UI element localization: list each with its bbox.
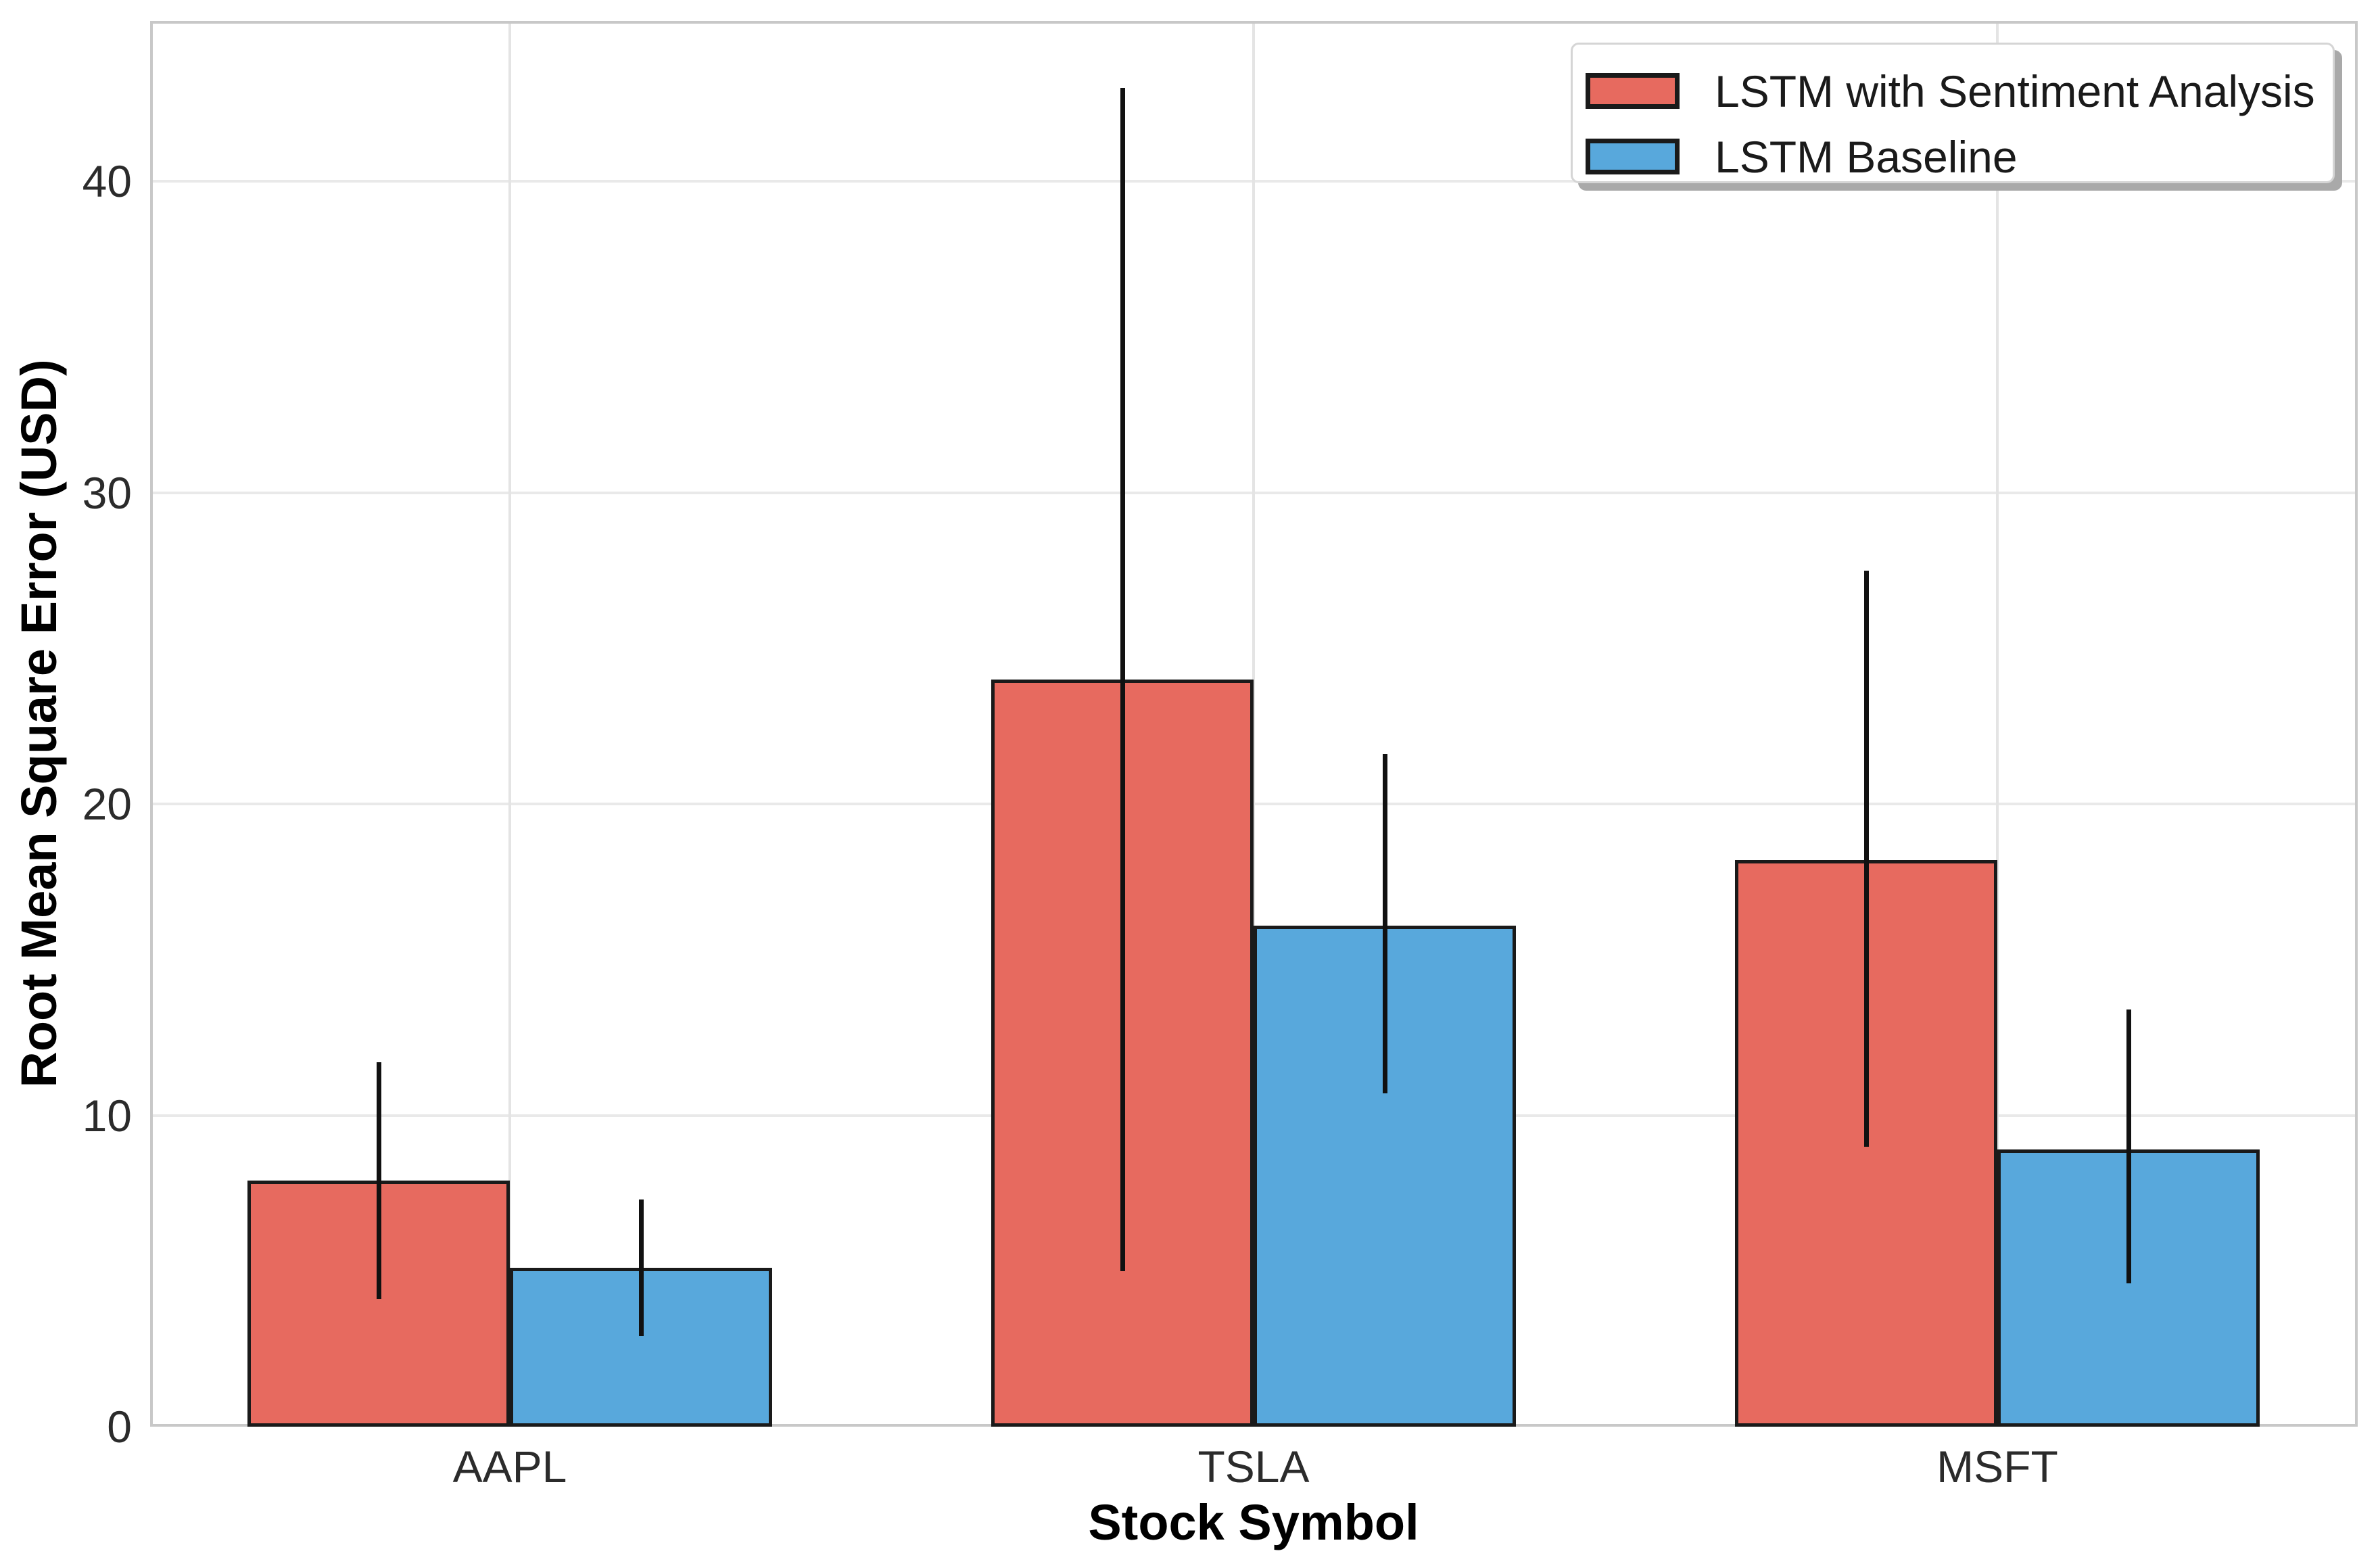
error-bar-msft-baseline bbox=[2126, 1009, 2131, 1284]
x-gridline bbox=[1252, 21, 1255, 1427]
error-bar-aapl-baseline bbox=[638, 1199, 644, 1337]
error-bar-tsla-baseline bbox=[1382, 754, 1387, 1094]
x-tick-label-aapl: AAPL bbox=[452, 1442, 567, 1492]
y-tick-label: 10 bbox=[82, 1090, 132, 1141]
legend-label: LSTM with Sentiment Analysis bbox=[1715, 66, 2315, 116]
error-bar-aapl-sentiment bbox=[376, 1062, 381, 1300]
x-gridline bbox=[1996, 21, 1999, 1427]
y-tick-label: 30 bbox=[82, 467, 132, 518]
x-tick-label-msft: MSFT bbox=[1936, 1442, 2058, 1492]
legend: LSTM with Sentiment Analysis LSTM Baselin… bbox=[1571, 43, 2335, 183]
y-tick-label: 40 bbox=[82, 156, 132, 207]
x-gridline bbox=[508, 21, 511, 1427]
y-tick-label: 0 bbox=[107, 1402, 132, 1452]
plot-area bbox=[150, 21, 2358, 1427]
y-axis-label: Root Mean Square Error (USD) bbox=[11, 359, 67, 1088]
legend-swatch-baseline bbox=[1586, 139, 1680, 174]
y-tick-label: 20 bbox=[82, 779, 132, 830]
bar-tsla-baseline bbox=[1254, 925, 1516, 1427]
legend-item: LSTM Baseline bbox=[1586, 124, 2333, 189]
legend-swatch-sentiment bbox=[1586, 73, 1680, 109]
x-axis-label: Stock Symbol bbox=[1088, 1494, 1419, 1550]
error-bar-msft-sentiment bbox=[1863, 570, 1869, 1147]
error-bar-tsla-sentiment bbox=[1120, 88, 1125, 1271]
x-tick-label-tsla: TSLA bbox=[1197, 1442, 1310, 1492]
legend-label: LSTM Baseline bbox=[1715, 131, 2018, 182]
legend-item: LSTM with Sentiment Analysis bbox=[1586, 58, 2333, 124]
